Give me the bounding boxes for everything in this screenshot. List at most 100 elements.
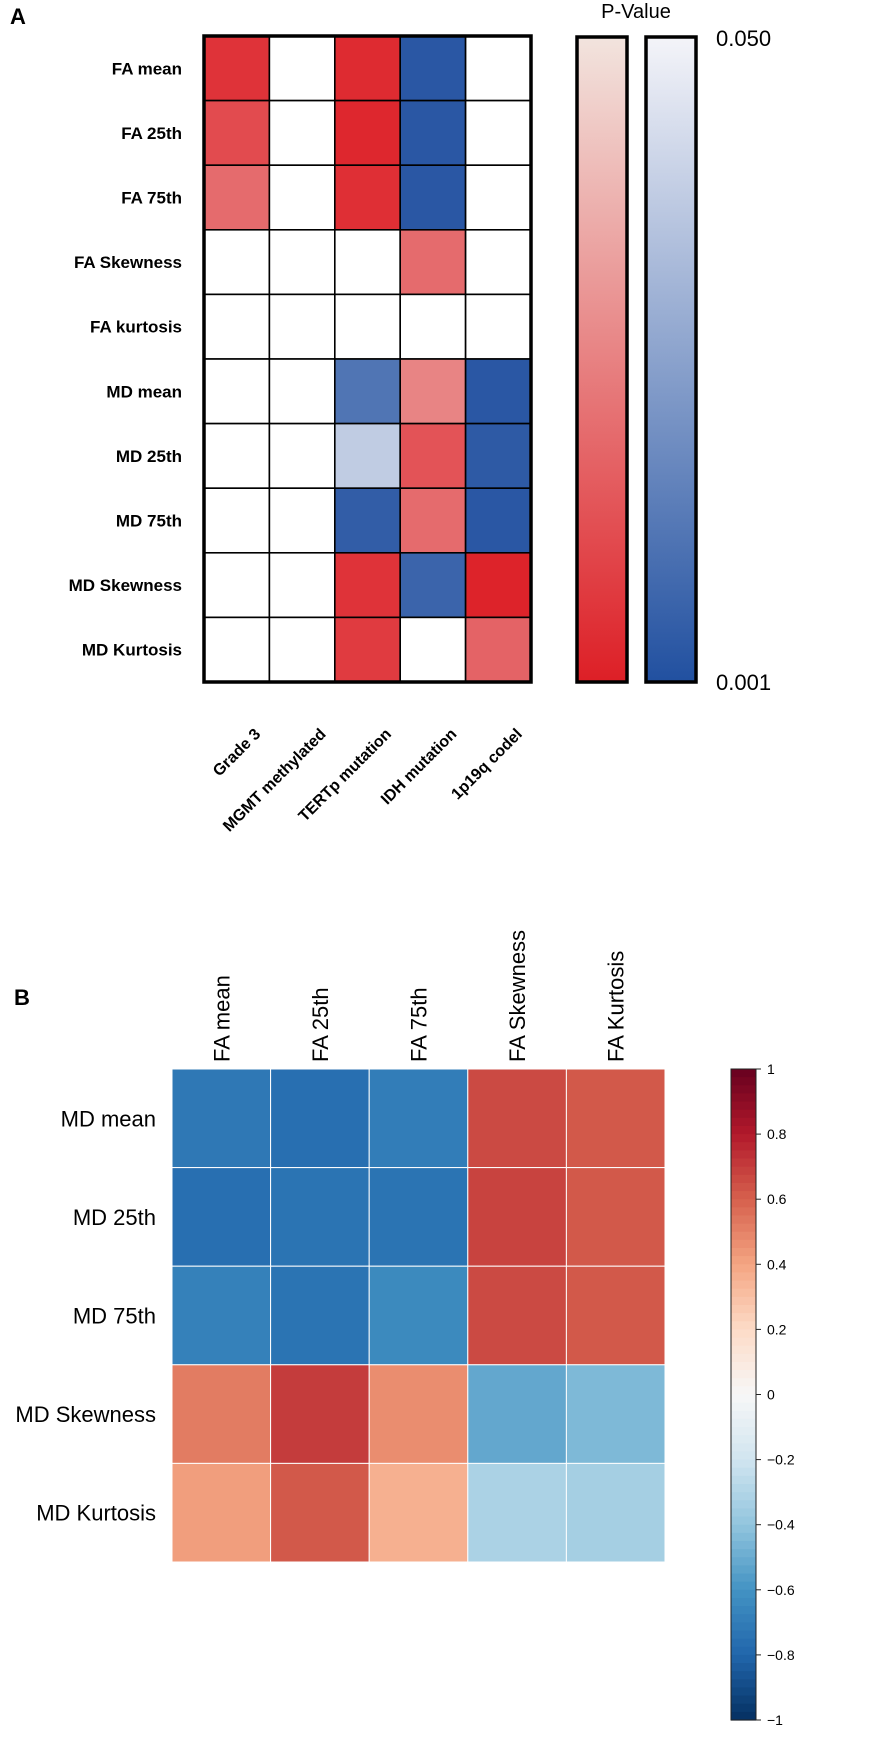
correlation-colorbar-tick-label: −0.6 xyxy=(767,1582,795,1598)
correlation-colorbar-segment xyxy=(731,1614,756,1623)
correlation-cell-r1-c1 xyxy=(270,1167,370,1267)
correlation-colorbar-segment xyxy=(731,1117,756,1127)
correlation-colorbar-segment xyxy=(731,1337,756,1347)
correlation-colorbar-segment xyxy=(731,1077,756,1086)
correlation-cell-r4-c2 xyxy=(368,1462,469,1563)
pvalue-cell-r0-c3 xyxy=(399,35,467,102)
pvalue-colorbar-max-label: 0.050 xyxy=(716,26,771,51)
pvalue-cell-r5-c1 xyxy=(268,358,336,425)
correlation-colorbar-segment xyxy=(731,1679,756,1689)
correlation-colorbar-segment xyxy=(731,1125,756,1135)
pvalue-cell-r5-c3 xyxy=(399,358,467,425)
pvalue-row-label: FA 25th xyxy=(121,124,182,143)
correlation-cell-r4-c1 xyxy=(270,1462,370,1563)
correlation-cell-r1-c0 xyxy=(171,1167,272,1267)
pvalue-row-label: MD 75th xyxy=(116,512,182,531)
correlation-colorbar-tick-label: 0.6 xyxy=(767,1191,787,1207)
correlation-colorbar-segment xyxy=(731,1475,756,1485)
correlation-column-label: FA 75th xyxy=(407,987,432,1062)
correlation-column-label: FA Kurtosis xyxy=(604,951,629,1062)
correlation-cell-r1-c3 xyxy=(467,1167,567,1267)
correlation-colorbar-segment xyxy=(731,1467,756,1477)
correlation-colorbar-segment xyxy=(731,1101,756,1111)
pvalue-cell-r4-c3 xyxy=(399,293,467,360)
pvalue-cell-r4-c1 xyxy=(268,293,336,360)
pvalue-cell-r4-c4 xyxy=(464,293,532,360)
correlation-colorbar-segment xyxy=(731,1394,756,1404)
correlation-colorbar-segment xyxy=(731,1166,756,1176)
correlation-colorbar-segment xyxy=(731,1606,756,1615)
correlation-colorbar-segment xyxy=(731,1508,756,1518)
correlation-colorbar-segment xyxy=(731,1695,756,1705)
correlation-colorbar-segment xyxy=(731,1256,756,1265)
pvalue-cell-r8-c0 xyxy=(203,551,271,619)
correlation-row-label: MD Skewness xyxy=(15,1402,156,1427)
pvalue-cell-r8-c4 xyxy=(464,551,532,619)
correlation-colorbar-segment xyxy=(731,1304,756,1314)
pvalue-row-label: MD mean xyxy=(106,382,182,401)
correlation-colorbar-segment xyxy=(731,1622,756,1632)
pvalue-cell-r1-c0 xyxy=(203,99,271,166)
correlation-colorbar-segment xyxy=(731,1654,756,1664)
correlation-colorbar-segment xyxy=(731,1361,756,1371)
correlation-colorbar-tick-label: 1 xyxy=(767,1061,775,1077)
correlation-colorbar-segment xyxy=(731,1272,756,1282)
pvalue-colorbar-blue xyxy=(644,35,698,684)
pvalue-cell-r9-c1 xyxy=(268,616,336,683)
correlation-colorbar-segment xyxy=(731,1524,756,1534)
correlation-colorbar-segment xyxy=(731,1597,756,1607)
pvalue-cell-r9-c4 xyxy=(464,616,532,683)
correlation-colorbar-segment xyxy=(731,1402,756,1412)
correlation-colorbar-segment xyxy=(731,1158,756,1168)
correlation-cell-r3-c1 xyxy=(270,1364,370,1464)
pvalue-cell-r8-c1 xyxy=(268,551,336,619)
correlation-colorbar-segment xyxy=(731,1410,756,1420)
correlation-colorbar-segment xyxy=(731,1484,756,1493)
pvalue-colorbar-red xyxy=(575,35,629,684)
pvalue-cell-r2-c2 xyxy=(333,164,401,231)
correlation-colorbar-segment xyxy=(731,1353,756,1363)
correlation-cell-r0-c4 xyxy=(565,1068,666,1169)
correlation-cell-r3-c4 xyxy=(565,1364,666,1464)
pvalue-cell-r2-c1 xyxy=(268,164,336,231)
correlation-colorbar-tick-label: −1 xyxy=(767,1712,783,1728)
correlation-colorbar-segment xyxy=(731,1418,756,1428)
correlation-cell-r4-c3 xyxy=(467,1462,567,1563)
correlation-colorbar-segment xyxy=(731,1687,756,1697)
correlation-colorbar-segment xyxy=(731,1223,756,1233)
correlation-cell-r2-c0 xyxy=(171,1265,272,1366)
correlation-colorbar-tick-label: −0.8 xyxy=(767,1647,795,1663)
correlation-colorbar-segment xyxy=(731,1174,756,1184)
pvalue-cell-r2-c4 xyxy=(464,164,532,231)
correlation-colorbar-segment xyxy=(731,1239,756,1249)
correlation-cell-r0-c0 xyxy=(171,1068,272,1169)
pvalue-cell-r6-c3 xyxy=(399,422,467,490)
correlation-colorbar-segment xyxy=(731,1711,756,1721)
pvalue-row-label: MD 25th xyxy=(116,447,182,466)
correlation-colorbar-tick-label: 0.4 xyxy=(767,1256,787,1272)
correlation-colorbar-segment xyxy=(731,1215,756,1225)
pvalue-cell-r1-c1 xyxy=(268,99,336,166)
correlation-colorbar-segment xyxy=(731,1565,756,1575)
panel-a-label: A xyxy=(10,4,26,29)
pvalue-row-label: FA 75th xyxy=(121,189,182,208)
correlation-colorbar-segment xyxy=(731,1386,756,1396)
correlation-colorbar-segment xyxy=(731,1573,756,1583)
pvalue-cell-r3-c0 xyxy=(203,229,271,296)
correlation-colorbar-segment xyxy=(731,1492,756,1501)
correlation-cell-r2-c4 xyxy=(565,1265,666,1366)
pvalue-cell-r4-c0 xyxy=(203,293,271,360)
correlation-colorbar-tick-label: 0 xyxy=(767,1387,775,1403)
correlation-colorbar-segment xyxy=(731,1345,756,1355)
correlation-cell-r2-c3 xyxy=(467,1265,567,1366)
pvalue-cell-r7-c1 xyxy=(268,487,336,554)
pvalue-cell-r0-c4 xyxy=(464,35,532,102)
pvalue-row-label: FA kurtosis xyxy=(90,318,182,337)
pvalue-cell-r9-c2 xyxy=(333,616,401,683)
panel-b-label: B xyxy=(14,985,30,1010)
correlation-colorbar-tick-label: 0.8 xyxy=(767,1126,787,1142)
correlation-colorbar-segment xyxy=(731,1516,756,1526)
correlation-row-label: MD 75th xyxy=(73,1304,156,1329)
correlation-colorbar-segment xyxy=(731,1142,756,1151)
correlation-colorbar-segment xyxy=(731,1182,756,1192)
